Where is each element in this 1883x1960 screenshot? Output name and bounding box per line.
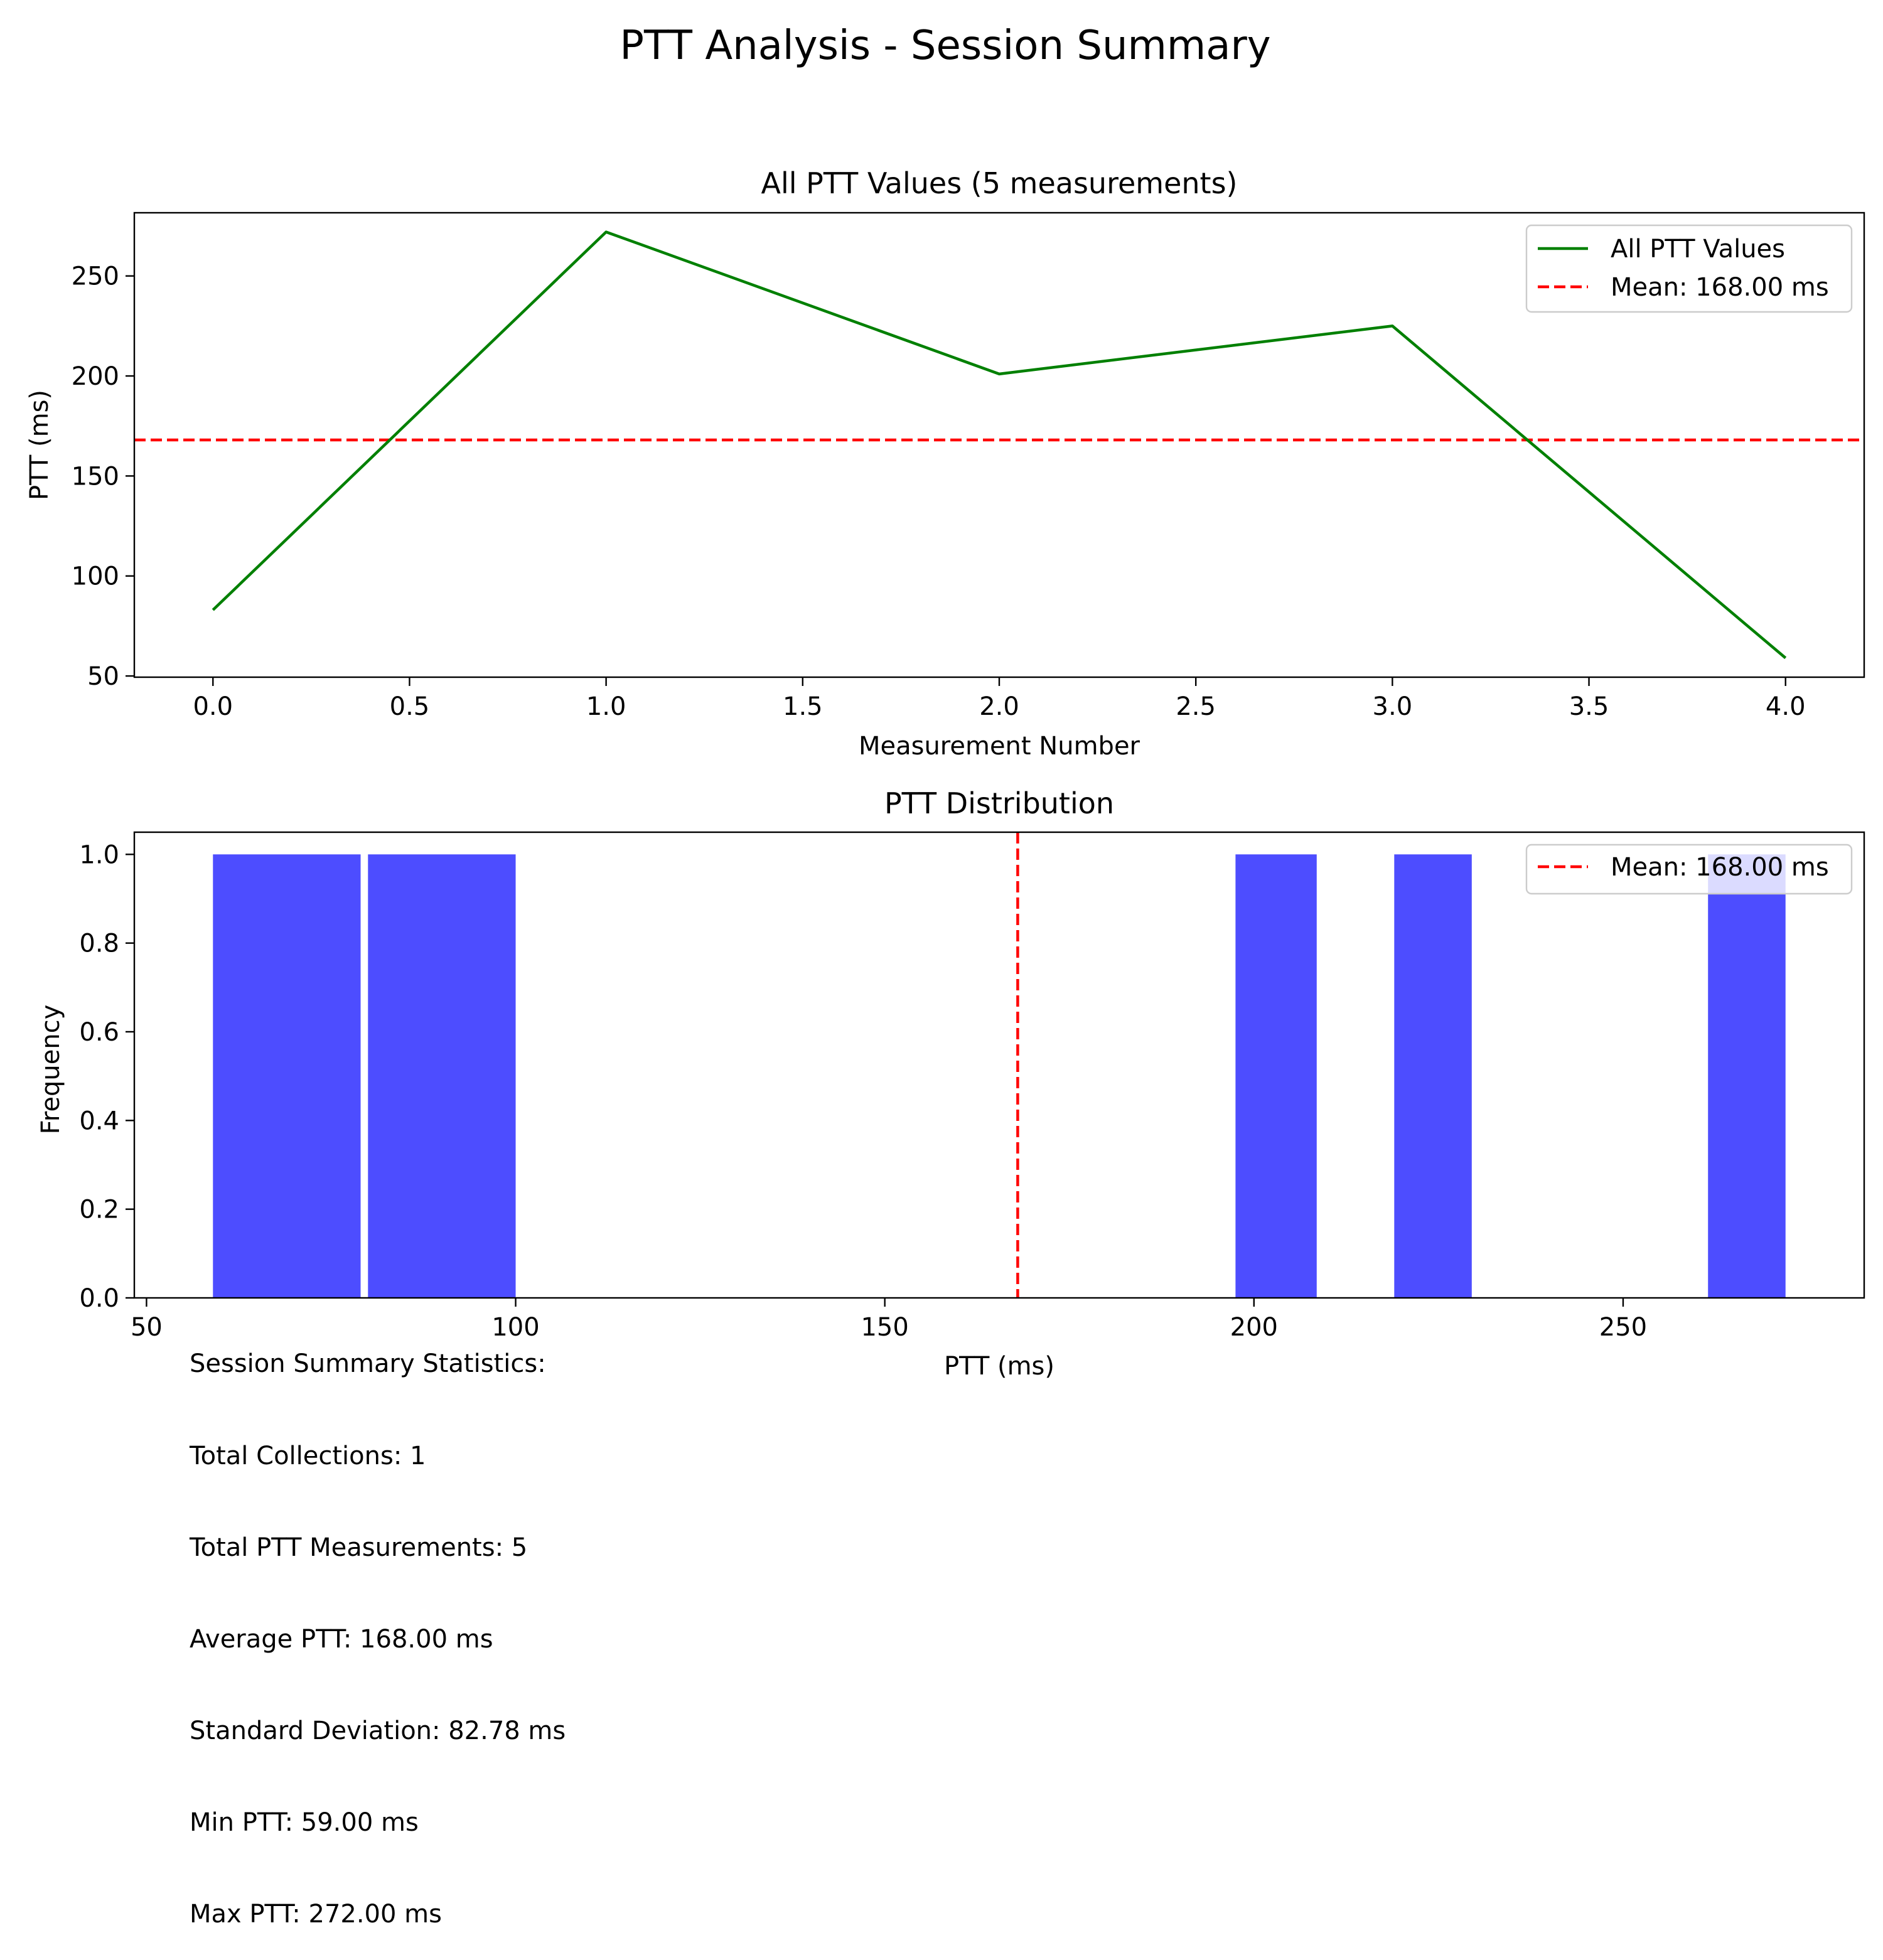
line-chart-y-tick-label: 200 — [72, 362, 119, 391]
line-chart-y-tick-label: 100 — [72, 562, 119, 591]
line-chart-x-tick-label: 1.0 — [586, 692, 626, 721]
line-chart-x-tick-label: 2.0 — [979, 692, 1019, 721]
line-chart-x-tick-label: 3.5 — [1569, 692, 1609, 721]
histogram-y-tick-label: 1.0 — [79, 840, 119, 869]
line-chart-x-axis-label: Measurement Number — [859, 732, 1140, 761]
stats-standard-deviation: Standard Deviation: 82.78 ms — [190, 1716, 566, 1747]
stats-total-measurements: Total PTT Measurements: 5 — [190, 1533, 566, 1563]
figure-title: PTT Analysis - Session Summary — [620, 23, 1270, 69]
histogram-y-tick-label: 0.2 — [79, 1196, 119, 1224]
histogram-y-tick-label: 0.6 — [79, 1018, 119, 1047]
legend-label-all-ptt-values: All PTT Values — [1611, 235, 1785, 264]
stats-total-collections: Total Collections: 1 — [190, 1441, 566, 1472]
histogram-x-axis-label: PTT (ms) — [944, 1352, 1054, 1381]
line-chart-x-tick-label: 0.5 — [390, 692, 430, 721]
histogram-x-tick-label: 200 — [1230, 1313, 1278, 1342]
line-chart-legend: All PTT Values Mean: 168.00 ms — [1526, 225, 1852, 312]
stats-average-ptt: Average PTT: 168.00 ms — [190, 1624, 566, 1655]
stats-min-ptt: Min PTT: 59.00 ms — [190, 1807, 566, 1838]
line-chart-y-axis-label: PTT (ms) — [25, 390, 54, 500]
histogram-y-tick-label: 0.8 — [79, 929, 119, 958]
line-chart-title: All PTT Values (5 measurements) — [761, 166, 1238, 200]
histogram-x-tick-label: 150 — [861, 1313, 908, 1342]
histogram-y-tick-label: 0.4 — [79, 1106, 119, 1135]
line-chart-x-tick-label: 0.0 — [193, 692, 233, 721]
histogram-bar — [1708, 854, 1786, 1298]
histogram-y-axis-label: Frequency — [36, 1005, 65, 1135]
line-chart-x-tick-label: 2.5 — [1176, 692, 1216, 721]
legend-label-mean: Mean: 168.00 ms — [1611, 273, 1829, 302]
histogram-legend: Mean: 168.00 ms — [1526, 845, 1852, 894]
histogram-y-tick-label: 0.0 — [79, 1284, 119, 1313]
session-summary-statistics: Session Summary Statistics: Total Collec… — [190, 1288, 566, 1960]
stats-heading: Session Summary Statistics: — [190, 1349, 566, 1379]
histogram-bar — [213, 854, 360, 1298]
line-chart-y-tick-label: 250 — [72, 262, 119, 291]
histogram-bar — [1394, 854, 1472, 1298]
line-chart-x-tick-label: 1.5 — [783, 692, 823, 721]
histogram-chart-title: PTT Distribution — [884, 786, 1114, 820]
line-chart-x-tick-label: 4.0 — [1766, 692, 1806, 721]
histogram-x-tick-label: 250 — [1599, 1313, 1647, 1342]
figure: PTT Analysis - Session Summary All PTT V… — [0, 0, 1883, 1506]
histogram-bar — [1235, 854, 1316, 1298]
legend-label-mean-distribution: Mean: 168.00 ms — [1611, 853, 1829, 882]
histogram-bar — [368, 854, 515, 1298]
histogram-x-tick-label: 50 — [131, 1313, 163, 1342]
line-chart-y-tick-label: 50 — [87, 662, 119, 691]
line-chart-y-tick-label: 150 — [72, 462, 119, 491]
stats-max-ptt: Max PTT: 272.00 ms — [190, 1899, 566, 1930]
line-chart-x-tick-label: 3.0 — [1373, 692, 1413, 721]
